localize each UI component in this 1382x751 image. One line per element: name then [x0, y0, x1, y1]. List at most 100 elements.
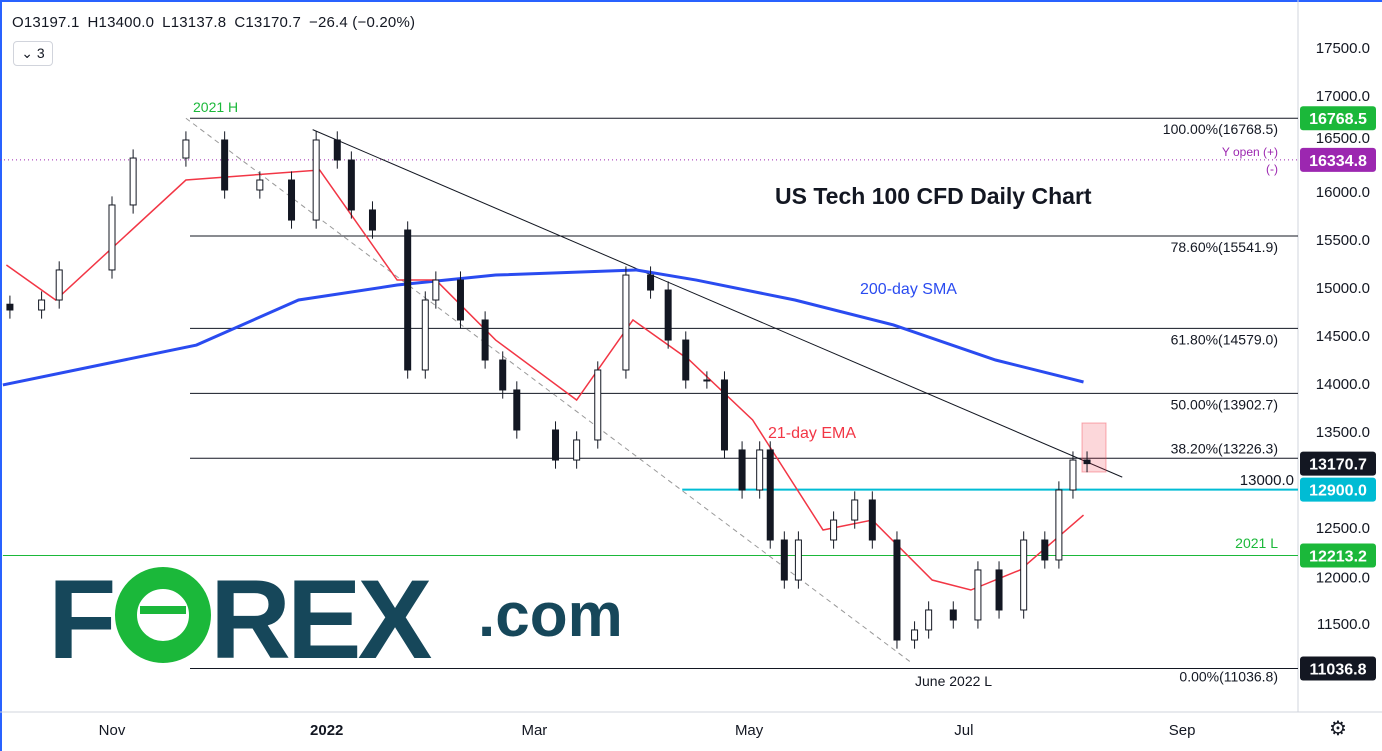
candle-body [552, 429, 560, 461]
time-tick-label: Mar [521, 722, 547, 739]
svg-text:.com: .com [478, 581, 623, 650]
candle-body [738, 449, 746, 491]
chevron-down-icon: ⌄ [21, 45, 34, 61]
candle-body [221, 139, 229, 191]
candle-body [830, 519, 838, 541]
candle-body [1069, 459, 1077, 491]
candle-body [513, 389, 521, 431]
low-value: L13137.8 [162, 14, 227, 31]
candle-body [421, 299, 429, 371]
price-tick-label: 17000.0 [1316, 88, 1370, 105]
2021-low-label: 2021 L [1235, 535, 1278, 551]
price-tag [1300, 656, 1376, 681]
candle-body [347, 159, 355, 211]
candle-body [288, 179, 296, 221]
highlight-box [1081, 422, 1107, 473]
y-open-label: Y open (+) [1222, 145, 1278, 159]
candle-body [55, 269, 63, 301]
candle-body [1020, 539, 1028, 611]
candle-body [974, 569, 982, 621]
svg-text:REX: REX [210, 557, 432, 682]
settings-gear-icon[interactable]: ⚙ [1329, 718, 1347, 740]
fib-level-label: 38.20%(13226.3) [1171, 440, 1278, 456]
price-tag-label: 11036.8 [1310, 661, 1367, 678]
price-tick-label: 12500.0 [1316, 520, 1370, 537]
candle-body [794, 539, 802, 581]
candle-body [108, 204, 116, 271]
price-tick-label: 15500.0 [1316, 232, 1370, 249]
price-tick-label: 15000.0 [1316, 280, 1370, 297]
price-tag [1300, 147, 1376, 172]
time-tick-label: 2022 [310, 722, 343, 739]
chart-title: US Tech 100 CFD Daily Chart [775, 183, 1092, 209]
fib-level-label: 100.00%(16768.5) [1163, 121, 1278, 137]
candle-body [995, 569, 1003, 611]
candle-body [868, 499, 876, 541]
price-tag-label: 16334.8 [1309, 153, 1367, 170]
indicator-count: 3 [36, 45, 45, 61]
candle-body [368, 209, 376, 231]
candle-body [432, 279, 440, 301]
close-value: C13170.7 [234, 14, 301, 31]
price-tag [1300, 106, 1376, 131]
price-tag-label: 16768.5 [1309, 111, 1367, 128]
candle-body [1083, 459, 1091, 465]
high-value: H13400.0 [87, 14, 155, 31]
price-tick-label: 14000.0 [1316, 376, 1370, 393]
candle-body [182, 139, 190, 159]
price-tick-label: 12000.0 [1316, 570, 1370, 587]
price-tick-label: 17500.0 [1316, 40, 1370, 57]
price-tag [1300, 543, 1376, 568]
price-tick-label: 13500.0 [1316, 424, 1370, 441]
candle-body [499, 359, 507, 391]
ema-21-line [5, 169, 1085, 591]
time-tick-label: May [735, 722, 764, 739]
price-tag-label: 12213.2 [1309, 549, 1367, 566]
candle-body [256, 179, 264, 191]
forex-logo: F REX .com [48, 557, 623, 682]
price-tag [1300, 477, 1376, 502]
candle-body [851, 499, 859, 521]
candle-body [703, 379, 711, 382]
price-tag [1300, 451, 1376, 476]
candle-body [129, 157, 137, 206]
candle-body [756, 449, 764, 491]
open-value: O13197.1 [12, 14, 80, 31]
change-value: −26.4 (−0.20%) [308, 14, 416, 31]
candle-body [766, 449, 774, 541]
ohlc-legend: O13197.1 H13400.0 L13137.8 C13170.7 −26.4 (−… [12, 14, 423, 31]
candle-body [949, 609, 957, 621]
candle-body [780, 539, 788, 581]
y-open-minus-label: (-) [1266, 162, 1278, 176]
candle-body [893, 539, 901, 641]
sma-200-line [2, 268, 1084, 387]
candle-body [481, 319, 489, 361]
collapse-indicators-button[interactable]: ⌄ 3 [13, 41, 53, 66]
fib-level-label: 0.00%(11036.8) [1179, 668, 1278, 684]
time-tick-label: Jul [954, 722, 973, 739]
trendline-solid [312, 129, 1123, 478]
fib-level-label: 61.80%(14579.0) [1171, 331, 1278, 347]
candle-body [911, 629, 919, 641]
sma-label: 200-day SMA [860, 281, 957, 298]
candle-body [312, 139, 320, 221]
ema-label: 21-day EMA [768, 425, 856, 442]
2021-high-label: 2021 H [193, 99, 238, 115]
candle-body [1055, 489, 1063, 561]
price-tick-label: 16000.0 [1316, 184, 1370, 201]
candle-body [664, 289, 672, 341]
trendline-dashed [185, 117, 912, 663]
price-tag-label: 13170.7 [1309, 457, 1367, 474]
time-tick-label: Nov [99, 722, 126, 739]
price-tick-label: 13000.0 [1240, 472, 1294, 489]
candle-body [720, 379, 728, 451]
candle-body [682, 339, 690, 381]
candle-body [333, 139, 341, 161]
candle-body [925, 609, 933, 631]
fib-level-label: 50.00%(13902.7) [1171, 396, 1278, 412]
candle-body [1041, 539, 1049, 561]
candle-body [6, 303, 14, 311]
candle-body [456, 279, 464, 321]
